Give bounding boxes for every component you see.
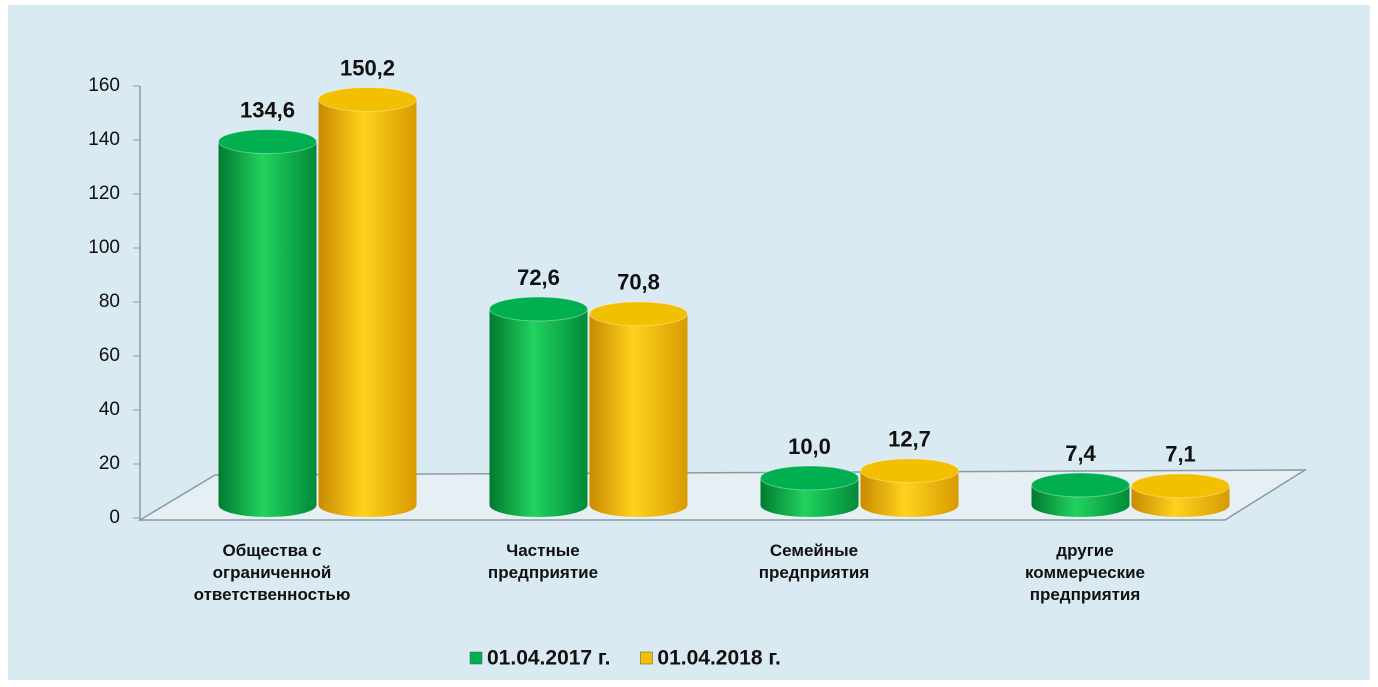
bar-top [760, 465, 859, 491]
x-tick-label: Семейные предприятия [758, 541, 870, 582]
legend-swatch [640, 651, 653, 665]
bar [218, 141, 317, 505]
y-tick-label: 20 [99, 453, 120, 474]
data-label: 70,8 [617, 270, 660, 295]
bar [318, 99, 417, 506]
x-tick-label: другие коммерческие предприятия [1025, 541, 1145, 604]
bar [489, 308, 588, 505]
data-label: 72,6 [517, 265, 560, 290]
data-label: 7,1 [1165, 442, 1196, 467]
x-tick-label: Частные предприятие [487, 541, 599, 582]
bar-top [218, 129, 317, 155]
y-tick-label: 100 [88, 237, 120, 258]
data-label: 150,2 [340, 55, 395, 80]
x-tick-label: Общества с ограниченной ответственностью [193, 541, 351, 604]
y-tick-label: 120 [88, 183, 120, 204]
data-label: 7,4 [1065, 441, 1096, 466]
data-label: 134,6 [240, 97, 295, 122]
bar-top [318, 86, 417, 112]
legend-swatch [469, 651, 483, 665]
bar-top [1131, 473, 1230, 499]
y-tick-label: 140 [88, 129, 120, 150]
data-label: 12,7 [888, 427, 931, 452]
y-tick-label: 40 [99, 399, 120, 420]
floor [137, 469, 1308, 521]
legend-label: 01.04.2018 г. [657, 647, 780, 670]
y-tick-label: 0 [109, 507, 120, 528]
y-tick-label: 160 [88, 75, 120, 96]
data-label: 10,0 [788, 434, 831, 459]
bar-top [860, 458, 959, 484]
legend-label: 01.04.2017 г. [487, 647, 610, 670]
bar-top [589, 301, 688, 327]
y-tick-label: 80 [99, 291, 120, 312]
y-tick-label: 60 [99, 345, 120, 366]
bar-top [489, 296, 588, 322]
bar-top [1031, 472, 1130, 498]
bar [589, 313, 688, 505]
